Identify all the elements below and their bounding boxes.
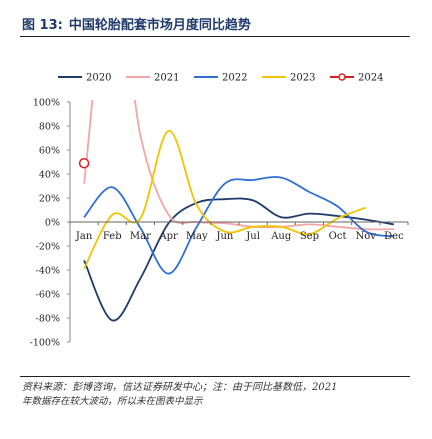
x-tick-label: Jun: [215, 231, 233, 242]
series-line-2020: [83, 197, 395, 322]
y-tick-label: -20%: [36, 242, 60, 253]
source-note-text: 年数据存在较大波动，所以未在图表中显示: [22, 396, 203, 407]
legend-label-2024: 2024: [358, 73, 383, 84]
title-rule: [20, 36, 410, 37]
series-line-2022: [83, 176, 395, 275]
legend-label-2022: 2022: [222, 73, 247, 84]
plot-area: [78, 100, 395, 322]
figure-title: 图 13: 中国轮胎配套市场月度同比趋势: [22, 14, 251, 33]
x-tick-label: Feb: [103, 231, 122, 242]
x-tick-label: May: [186, 231, 208, 242]
legend-label-2021: 2021: [154, 73, 179, 84]
y-tick-label: 60%: [39, 146, 60, 157]
y-axis: 100% 80% 60% 40% 20% 0% -20% -40% -60% -80% -100%: [30, 98, 71, 349]
line-chart: 2020 2021 2022 2023 2024 100% 80% 60% 40% 20% 0% -…: [30, 73, 409, 349]
y-tick-label: -60%: [36, 290, 60, 301]
y-tick-label: 80%: [39, 122, 60, 133]
figure-title-text: 中国轮胎配套市场月度同比趋势: [68, 18, 251, 33]
x-tick-label: Apr: [158, 231, 178, 242]
y-tick-label: -100%: [30, 338, 60, 349]
y-tick-label: 40%: [39, 170, 60, 181]
x-tick-label: Jul: [245, 231, 260, 242]
legend-label-2023: 2023: [290, 73, 315, 84]
x-tick-label: Aug: [270, 231, 292, 242]
y-tick-label: 0%: [45, 218, 60, 229]
x-tick-label: Jan: [75, 231, 93, 242]
y-tick-label: -40%: [36, 266, 60, 277]
x-tick-label: Mar: [130, 231, 151, 242]
series-point-2024: [78, 157, 90, 169]
legend-marker-2024: [338, 73, 346, 81]
y-tick-label: 100%: [33, 98, 60, 109]
figure-label: 图 13:: [22, 18, 63, 33]
source-rule: [20, 376, 410, 377]
x-tick-label: Sep: [300, 231, 319, 242]
x-axis: Jan Feb Mar Apr May Jun Jul Aug Sep Oct Nov Dec: [69, 221, 409, 242]
y-tick-label: -80%: [36, 314, 60, 325]
source-text: 资料来源：彭博咨询，信达证券研发中心；注：由于同比基数低，2021: [22, 382, 338, 393]
x-tick-label: Nov: [356, 231, 377, 242]
x-tick-label: Oct: [329, 231, 347, 242]
legend-label-2020: 2020: [86, 73, 111, 84]
series-line-2021: [83, 100, 394, 231]
y-tick-label: 20%: [39, 194, 60, 205]
source-note: 资料来源：彭博咨询，信达证券研发中心；注：由于同比基数低，2021 年数据存在较…: [22, 381, 414, 409]
chart-legend: 2020 2021 2022 2023 2024: [58, 73, 383, 84]
x-tick-label: Dec: [384, 231, 404, 242]
